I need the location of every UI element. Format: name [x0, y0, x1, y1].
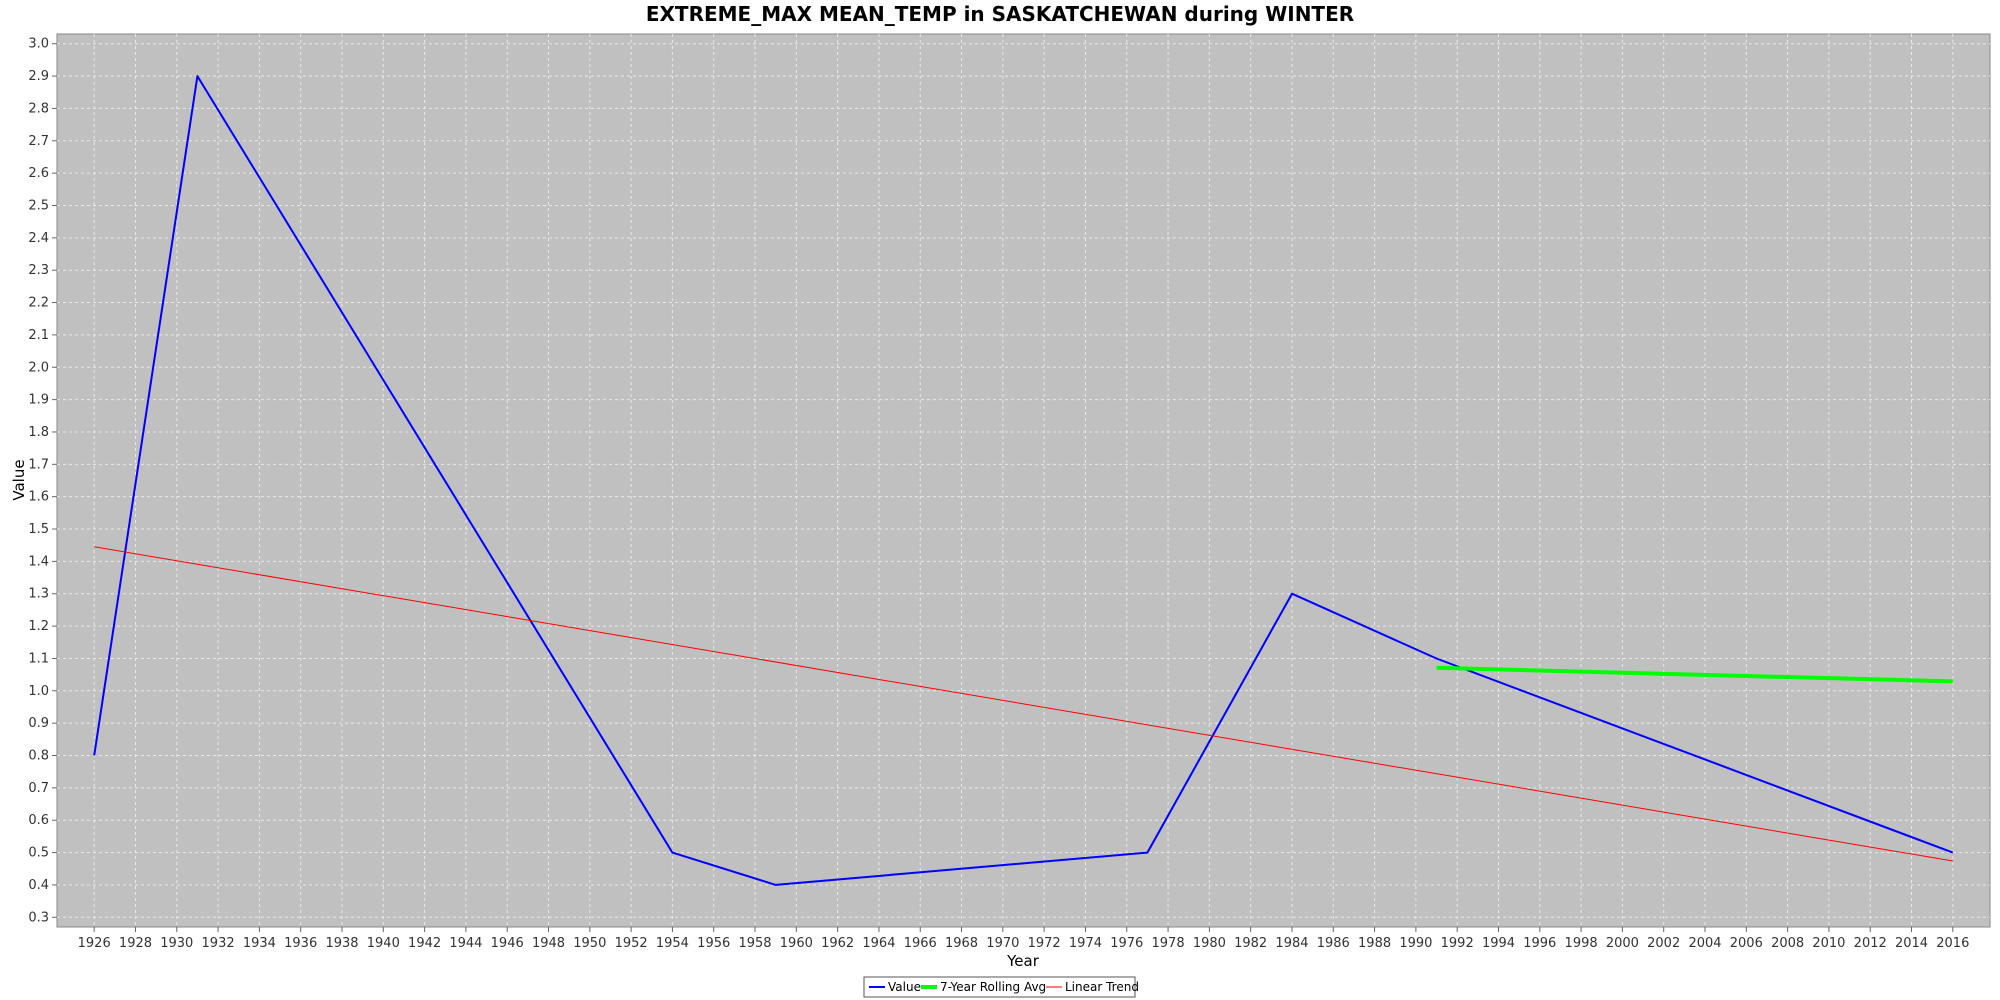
- x-tick-label: 1946: [491, 936, 524, 951]
- chart-title: EXTREME_MAX MEAN_TEMP in SASKATCHEWAN du…: [645, 2, 1355, 26]
- y-tick-label: 1.2: [28, 619, 49, 634]
- x-tick-label: 1926: [78, 936, 111, 951]
- x-tick-label: 1968: [945, 936, 978, 951]
- x-tick-label: 1948: [532, 936, 565, 951]
- legend: Value 7-Year Rolling Avg Linear Trend: [863, 976, 1139, 998]
- y-tick-label: 1.7: [28, 457, 49, 472]
- x-axis-label: Year: [1006, 952, 1040, 970]
- y-tick-label: 2.2: [28, 296, 49, 311]
- x-tick-label: 1994: [1482, 936, 1515, 951]
- legend-label: Value: [888, 980, 921, 994]
- x-tick-label: 2012: [1854, 936, 1887, 951]
- x-tick-label: 2010: [1812, 936, 1845, 951]
- x-tick-label: 1940: [367, 936, 400, 951]
- x-tick-label: 1972: [1028, 936, 1061, 951]
- x-tick-label: 1950: [573, 936, 606, 951]
- x-tick-label: 1960: [780, 936, 813, 951]
- x-tick-label: 2000: [1606, 936, 1639, 951]
- grid-lines: [57, 34, 1990, 927]
- series-lines: [93, 75, 1954, 886]
- x-tick-label: 1986: [1317, 936, 1350, 951]
- series-line-0: [93, 75, 1954, 886]
- x-tick-label: 1952: [615, 936, 648, 951]
- x-tick-label: 1982: [1234, 936, 1267, 951]
- y-tick-label: 1.5: [28, 522, 49, 537]
- y-tick-label: 1.4: [28, 554, 49, 569]
- x-tick-label: 1988: [1358, 936, 1391, 951]
- y-tick-label: 2.1: [28, 328, 49, 343]
- x-tick-label: 1996: [1523, 936, 1556, 951]
- x-tick-label: 1962: [821, 936, 854, 951]
- x-tick-label: 1936: [284, 936, 317, 951]
- series-line-2: [94, 546, 1953, 862]
- x-tick-label: 1974: [1069, 936, 1102, 951]
- x-tick-label: 1984: [1275, 936, 1308, 951]
- x-tick-label: 1998: [1565, 936, 1598, 951]
- x-tick-label: 1978: [1152, 936, 1185, 951]
- legend-box: [863, 976, 1136, 998]
- x-tick-label: 1966: [904, 936, 937, 951]
- x-tick-label: 1930: [160, 936, 193, 951]
- x-tick-label: 2004: [1688, 936, 1721, 951]
- x-tick-label: 1980: [1193, 936, 1226, 951]
- x-tick-label: 1942: [408, 936, 441, 951]
- y-tick-label: 0.7: [28, 781, 49, 796]
- legend-label: Linear Trend: [1065, 980, 1139, 994]
- y-tick-label: 1.6: [28, 490, 49, 505]
- x-tick-label: 1956: [697, 936, 730, 951]
- x-tick-label: 2014: [1895, 936, 1928, 951]
- series-line-1: [1436, 665, 1953, 684]
- y-tick-label: 0.8: [28, 749, 49, 764]
- y-tick-label: 0.9: [28, 716, 49, 731]
- y-tick-label: 0.6: [28, 813, 49, 828]
- y-tick-label: 0.4: [28, 878, 49, 893]
- x-tick-label: 1954: [656, 936, 689, 951]
- y-tick-label: 1.0: [28, 684, 49, 699]
- y-tick-label: 1.3: [28, 587, 49, 602]
- y-tick-label: 0.3: [28, 910, 49, 925]
- x-tick-label: 1992: [1441, 936, 1474, 951]
- y-tick-label: 2.3: [28, 263, 49, 278]
- x-tick-label: 2006: [1730, 936, 1763, 951]
- x-tick-label: 2008: [1771, 936, 1804, 951]
- x-tick-label: 1938: [325, 936, 358, 951]
- y-tick-label: 1.1: [28, 651, 49, 666]
- y-tick-label: 1.8: [28, 425, 49, 440]
- plot-area: [56, 33, 1991, 928]
- x-tick-label: 1970: [986, 936, 1019, 951]
- y-tick-label: 0.5: [28, 846, 49, 861]
- y-tick-label: 2.4: [28, 231, 49, 246]
- y-tick-label: 2.7: [28, 134, 49, 149]
- legend-label: 7-Year Rolling Avg: [940, 980, 1046, 994]
- x-tick-label: 1928: [119, 936, 152, 951]
- x-tick-label: 2016: [1936, 936, 1969, 951]
- y-tick-label: 2.6: [28, 166, 49, 181]
- y-axis-label: Value: [10, 459, 28, 500]
- x-tick-label: 2002: [1647, 936, 1680, 951]
- y-tick-label: 2.9: [28, 69, 49, 84]
- x-tick-label: 1932: [202, 936, 235, 951]
- x-tick-label: 1990: [1399, 936, 1432, 951]
- y-tick-label: 2.0: [28, 360, 49, 375]
- x-tick-label: 1944: [449, 936, 482, 951]
- y-tick-label: 2.5: [28, 198, 49, 213]
- x-tick-label: 1976: [1110, 936, 1143, 951]
- y-tick-label: 1.9: [28, 393, 49, 408]
- x-tick-label: 1934: [243, 936, 276, 951]
- x-tick-label: 1964: [862, 936, 895, 951]
- axes: 1926 1928 1930 1932 1934 1936 1938 1940 1942 1944…: [28, 37, 1969, 951]
- y-tick-label: 2.8: [28, 101, 49, 116]
- x-tick-label: 1958: [738, 936, 771, 951]
- y-tick-label: 3.0: [28, 37, 49, 52]
